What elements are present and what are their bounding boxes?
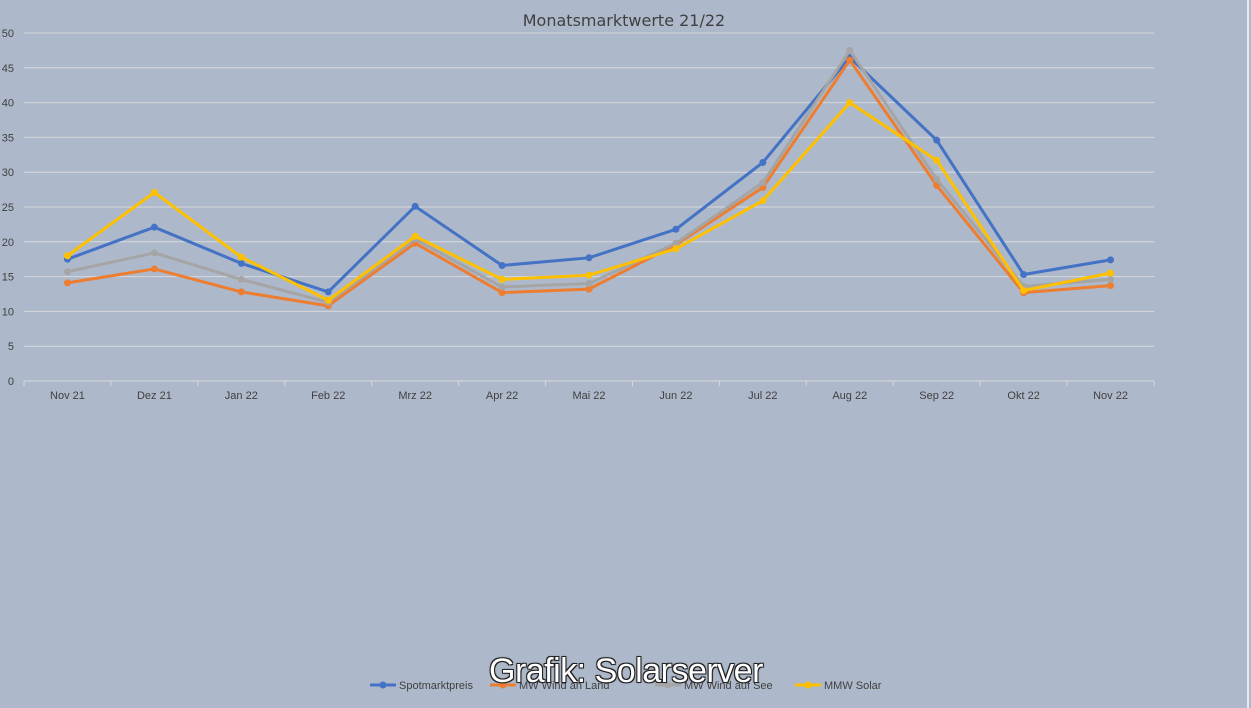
series-line [67,48,1111,304]
x-axis: Nov 21 Dez 21 Jan 22 Feb 22 Mrz 22 Apr 22 Mai … [23,380,1155,402]
x-tick-label: Nov 22 [1093,390,1128,402]
data-point [63,279,71,287]
legend-item: Spotmarktpreis [370,680,473,692]
y-tick-label: 5 [8,341,14,353]
legend-label: MMW Solar [824,680,882,692]
x-tick-label: Nov 21 [50,390,85,402]
data-point [1107,256,1115,264]
series-1 [63,56,1115,310]
data-point [150,265,158,273]
data-point [63,268,71,276]
data-point [63,252,71,260]
series-line [67,58,1111,308]
data-point [1020,271,1028,279]
data-point [933,136,941,144]
data-point [759,158,767,166]
watermark-text: Grafik: Solarserver [489,652,763,690]
y-tick-label: 15 [2,272,14,284]
chart-title: Monatsmarktwerte 21/22 [523,11,725,30]
legend-marker [379,681,387,689]
y-tick-label: 30 [2,167,14,179]
legend-label: MW Wind an Land [519,680,609,692]
data-point [1107,282,1115,290]
x-tick-label: Dez 21 [137,390,172,402]
series-0 [63,53,1115,296]
y-axis-ticks: 0 5 10 15 20 25 30 35 40 45 50 [2,28,14,388]
x-tick-label: Aug 22 [832,390,867,402]
data-point [933,156,941,164]
y-tick-label: 40 [2,98,14,110]
data-point [585,285,593,293]
data-point [150,223,158,231]
data-point [237,275,245,283]
y-tick-label: 10 [2,306,14,318]
data-point [585,271,593,279]
x-tick-label: Jan 22 [225,390,258,402]
data-point [324,288,332,296]
x-tick-label: Mrz 22 [398,390,432,402]
x-tick-label: Apr 22 [486,390,518,402]
data-point [672,239,680,247]
y-tick-label: 35 [2,132,14,144]
x-tick-label: Okt 22 [1007,390,1039,402]
y-tick-label: 20 [2,237,14,249]
data-point [237,288,245,296]
legend-item: MW Wind auf See [655,680,773,692]
data-point [150,188,158,196]
data-point [1107,269,1115,277]
data-point [585,280,593,288]
legend-item: MMW Solar [795,680,882,692]
legend-label: Spotmarktpreis [399,680,473,692]
legend-marker [804,681,812,689]
x-tick-label: Feb 22 [311,390,345,402]
data-point [237,253,245,261]
legend-marker [664,681,672,689]
series-3 [63,99,1115,304]
data-point [498,261,506,269]
data-point [759,197,767,205]
data-point [1107,275,1115,283]
data-point [324,296,332,304]
data-point [498,283,506,291]
data-point [1020,287,1028,295]
y-tick-label: 25 [2,202,14,214]
data-point [846,46,854,54]
data-point [933,175,941,183]
data-point [759,179,767,187]
legend-item: MW Wind an Land [490,680,609,692]
data-point [672,225,680,233]
x-tick-label: Jun 22 [659,390,692,402]
data-point [498,275,506,283]
data-point [846,56,854,64]
data-point [498,289,506,297]
data-point [846,99,854,107]
y-tick-label: 0 [8,376,14,388]
data-point [150,249,158,257]
data-point [411,232,419,240]
series-lines [63,46,1115,310]
y-tick-label: 50 [2,28,14,40]
legend-marker [499,681,507,689]
y-tick-label: 45 [2,63,14,75]
frame-edge [1247,0,1249,708]
data-point [672,245,680,253]
x-tick-label: Mai 22 [572,390,605,402]
data-point [759,184,767,192]
series-2 [63,46,1115,306]
data-point [237,259,245,267]
data-point [585,254,593,262]
x-tick-label: Sep 22 [919,390,954,402]
legend: Spotmarktpreis MW Wind an Land MW Wind auf… [370,680,882,692]
x-tick-label: Jul 22 [748,390,777,402]
grid-lines [24,32,1154,347]
legend-label: MW Wind auf See [684,680,773,692]
data-point [411,202,419,210]
